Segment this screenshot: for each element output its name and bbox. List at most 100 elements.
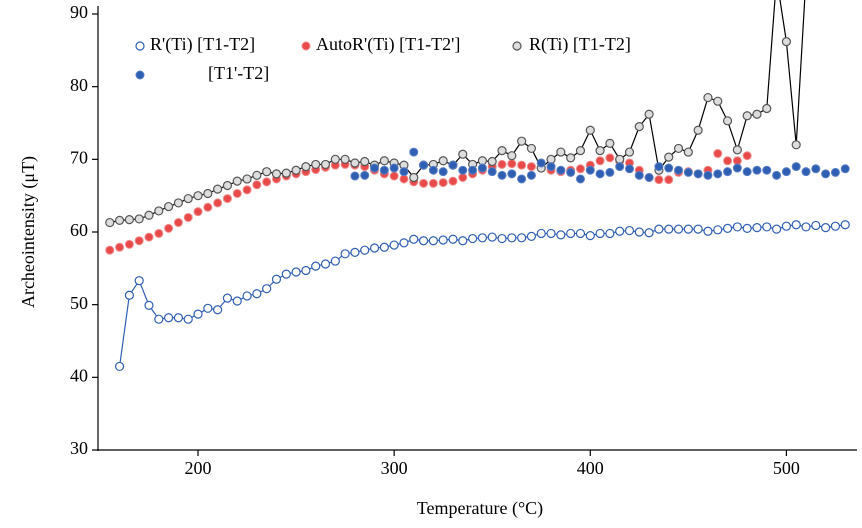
data-point	[644, 228, 654, 238]
data-point	[379, 165, 389, 175]
data-point	[693, 224, 703, 234]
data-point	[742, 223, 752, 233]
data-point	[762, 103, 772, 114]
data-point	[693, 169, 703, 179]
data-point	[546, 228, 556, 239]
legend-marker	[135, 41, 145, 51]
data-point	[438, 167, 448, 177]
data-point	[448, 234, 458, 244]
data-point	[360, 245, 370, 255]
data-point	[389, 171, 399, 181]
data-point	[222, 194, 232, 204]
data-point	[311, 159, 321, 170]
data-point	[389, 163, 399, 173]
data-point	[105, 245, 115, 255]
data-point	[468, 165, 478, 175]
data-point	[458, 236, 468, 246]
data-point	[428, 178, 438, 188]
data-point	[752, 109, 762, 119]
data-point	[595, 169, 605, 179]
data-point	[654, 224, 664, 234]
data-point	[556, 165, 566, 175]
data-point	[595, 146, 605, 156]
data-point	[723, 156, 733, 166]
data-point	[585, 165, 595, 175]
data-point	[419, 178, 429, 188]
y-tick-label: 30	[70, 438, 88, 458]
data-point	[222, 180, 233, 191]
data-point	[242, 174, 252, 184]
data-point	[811, 164, 821, 174]
data-point	[173, 198, 184, 208]
data-point	[507, 159, 517, 169]
data-point	[497, 146, 507, 156]
data-point	[164, 201, 174, 212]
data-point	[713, 96, 723, 106]
data-point	[399, 238, 409, 248]
data-point	[693, 125, 703, 135]
data-point	[350, 158, 360, 168]
data-point	[703, 92, 713, 103]
data-point	[232, 176, 242, 186]
legend-label: AutoR'(Ti) [T1-T2']	[316, 34, 460, 55]
data-point	[683, 167, 693, 177]
data-point	[605, 228, 615, 239]
data-point	[791, 220, 801, 230]
data-point	[438, 235, 448, 245]
data-point	[262, 167, 272, 177]
data-point	[320, 259, 331, 269]
plot-area	[105, 0, 850, 372]
data-point	[232, 296, 242, 306]
data-point	[291, 165, 301, 175]
data-point	[262, 177, 272, 187]
data-point	[134, 214, 144, 224]
data-point	[213, 184, 223, 194]
data-point	[458, 149, 468, 159]
data-point	[634, 170, 644, 180]
data-point	[409, 234, 419, 244]
data-point	[173, 218, 183, 228]
data-point	[840, 220, 850, 230]
data-point	[801, 222, 811, 232]
data-point	[360, 170, 370, 180]
data-point	[781, 221, 791, 231]
y-tick-label: 70	[70, 147, 88, 167]
data-point	[821, 169, 831, 179]
data-point	[487, 232, 497, 242]
data-point	[507, 169, 517, 179]
legend-marker	[512, 41, 522, 51]
data-point	[360, 156, 370, 167]
data-point	[752, 165, 762, 175]
data-point	[428, 165, 438, 175]
legend-label: R'(Ti) [T1-T2]	[150, 34, 255, 55]
y-tick-label: 80	[70, 75, 88, 95]
data-point	[732, 163, 742, 173]
data-point	[144, 300, 154, 310]
data-point	[203, 303, 213, 313]
data-point	[115, 242, 125, 252]
data-point	[154, 206, 164, 216]
data-point	[517, 136, 527, 146]
data-point	[742, 151, 752, 161]
data-point	[487, 156, 497, 167]
data-point	[232, 188, 242, 198]
data-point	[752, 223, 762, 233]
data-point	[762, 165, 772, 175]
data-point	[517, 160, 527, 170]
legend-marker	[301, 41, 311, 51]
data-point	[252, 170, 262, 180]
y-tick-label: 40	[70, 365, 88, 385]
data-point	[164, 223, 174, 233]
data-point	[683, 147, 693, 157]
data-point	[830, 221, 841, 231]
data-point	[801, 167, 811, 177]
data-point	[840, 164, 850, 174]
data-point	[134, 236, 144, 246]
data-point	[664, 224, 674, 234]
data-point	[369, 243, 380, 253]
data-point	[438, 178, 448, 188]
data-point	[467, 233, 478, 244]
data-point	[674, 165, 684, 175]
data-point	[772, 170, 782, 180]
data-point	[517, 174, 527, 184]
